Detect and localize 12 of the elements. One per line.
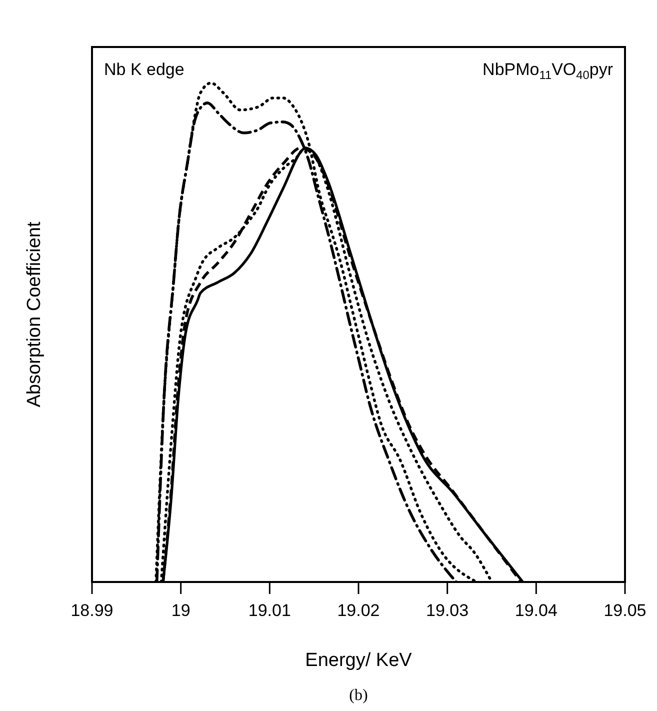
x-tick-label: 19.01 <box>248 601 291 620</box>
x-tick-label: 18.99 <box>70 601 114 620</box>
x-tick-label: 19.04 <box>514 601 558 620</box>
text: (b) <box>349 687 368 704</box>
x-tick-label: 19.03 <box>426 601 469 620</box>
x-axis-title: Energy/ KeV <box>305 650 412 671</box>
text: NbPMo$_{11}$VO$_{40}$pyr <box>482 60 614 82</box>
x-tick-label: 19.05 <box>604 601 646 620</box>
text: Nb K edge <box>104 60 184 79</box>
x-tick-label: 19.02 <box>337 601 380 620</box>
x-tick-label: 19 <box>171 601 190 620</box>
y-axis-title: Absorption Coefficient <box>24 221 45 408</box>
